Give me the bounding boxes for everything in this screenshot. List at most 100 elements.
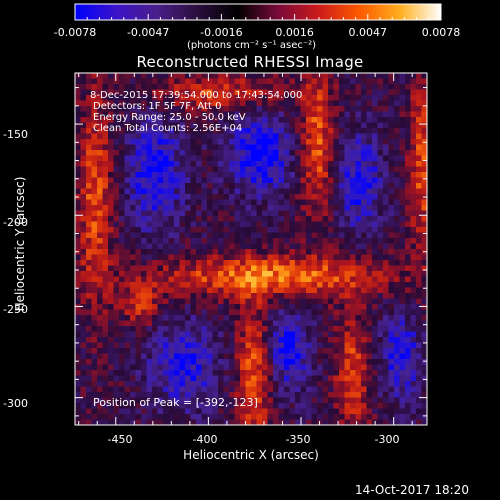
- heatmap-pixel: [284, 386, 290, 393]
- heatmap-pixel: [350, 419, 356, 426]
- heatmap-pixel: [350, 326, 356, 332]
- heatmap-pixel: [179, 150, 186, 156]
- heatmap-pixel: [218, 122, 224, 129]
- heatmap-pixel: [80, 188, 87, 195]
- heatmap-pixel: [322, 221, 329, 228]
- heatmap-pixel: [361, 122, 367, 129]
- heatmap-pixel: [201, 249, 208, 255]
- heatmap-pixel: [157, 144, 164, 151]
- heatmap-pixel: [185, 111, 191, 118]
- heatmap-pixel: [421, 309, 428, 316]
- heatmap-pixel: [267, 155, 274, 162]
- heatmap-pixel: [377, 183, 384, 189]
- heatmap-pixel: [333, 276, 340, 283]
- heatmap-pixel: [267, 111, 274, 118]
- heatmap-pixel: [262, 359, 268, 365]
- heatmap-pixel: [146, 282, 153, 288]
- heatmap-pixel: [91, 106, 98, 112]
- heatmap-pixel: [146, 144, 153, 151]
- heatmap-pixel: [152, 342, 158, 349]
- heatmap-pixel: [410, 227, 417, 233]
- heatmap-pixel: [201, 408, 208, 415]
- heatmap-pixel: [130, 100, 136, 107]
- heatmap-pixel: [196, 342, 202, 349]
- heatmap-pixel: [383, 254, 389, 261]
- heatmap-pixel: [229, 403, 235, 409]
- heatmap-pixel: [366, 144, 373, 151]
- heatmap-pixel: [295, 260, 301, 266]
- heatmap-pixel: [394, 139, 400, 145]
- heatmap-pixel: [190, 188, 197, 195]
- colorbar-tick-label: 0.0016: [275, 26, 314, 39]
- heatmap-pixel: [394, 353, 400, 360]
- heatmap-pixel: [168, 249, 175, 255]
- heatmap-pixel: [152, 265, 158, 272]
- heatmap-pixel: [234, 392, 241, 398]
- heatmap-pixel: [377, 172, 384, 178]
- heatmap-pixel: [421, 95, 428, 101]
- heatmap-pixel: [333, 106, 340, 112]
- heatmap-pixel: [196, 326, 202, 332]
- heatmap-pixel: [179, 210, 186, 217]
- heatmap-pixel: [179, 397, 186, 404]
- heatmap-pixel: [124, 188, 131, 195]
- heatmap-pixel: [300, 221, 307, 228]
- heatmap-pixel: [256, 304, 263, 310]
- heatmap-pixel: [174, 397, 180, 404]
- heatmap-pixel: [333, 89, 340, 96]
- heatmap-pixel: [350, 342, 356, 349]
- colorbar-tick-label: -0.0016: [200, 26, 243, 39]
- heatmap-pixel: [251, 210, 257, 217]
- heatmap-pixel: [212, 320, 219, 327]
- heatmap-pixel: [86, 386, 92, 393]
- heatmap-pixel: [234, 139, 241, 145]
- heatmap-pixel: [339, 243, 345, 250]
- heatmap-pixel: [372, 364, 378, 371]
- heatmap-pixel: [146, 348, 153, 354]
- heatmap-pixel: [75, 342, 81, 349]
- heatmap-pixel: [339, 331, 345, 338]
- heatmap-pixel: [355, 133, 362, 140]
- heatmap-pixel: [240, 166, 246, 173]
- heatmap-pixel: [223, 205, 230, 211]
- heatmap-pixel: [328, 89, 334, 96]
- heatmap-pixel: [75, 287, 81, 294]
- heatmap-pixel: [322, 89, 329, 96]
- heatmap-pixel: [174, 364, 180, 371]
- heatmap-pixel: [361, 155, 367, 162]
- heatmap-pixel: [256, 276, 263, 283]
- heatmap-pixel: [306, 419, 312, 426]
- heatmap-pixel: [119, 408, 125, 415]
- heatmap-pixel: [163, 199, 169, 206]
- heatmap-pixel: [399, 370, 406, 376]
- heatmap-pixel: [278, 227, 285, 233]
- heatmap-pixel: [328, 128, 334, 134]
- heatmap-pixel: [311, 254, 318, 261]
- heatmap-pixel: [80, 287, 87, 294]
- heatmap-pixel: [388, 331, 395, 338]
- heatmap-pixel: [328, 315, 334, 321]
- heatmap-pixel: [163, 194, 169, 200]
- heatmap-pixel: [141, 84, 147, 90]
- heatmap-pixel: [333, 78, 340, 85]
- heatmap-pixel: [146, 304, 153, 310]
- heatmap-pixel: [284, 359, 290, 365]
- heatmap-pixel: [300, 205, 307, 211]
- heatmap-pixel: [135, 199, 142, 206]
- heatmap-pixel: [306, 304, 312, 310]
- heatmap-pixel: [234, 397, 241, 404]
- heatmap-pixel: [80, 133, 87, 140]
- heatmap-pixel: [416, 161, 422, 167]
- heatmap-pixel: [102, 359, 109, 365]
- heatmap-pixel: [223, 133, 230, 140]
- heatmap-pixel: [410, 414, 417, 420]
- heatmap-pixel: [163, 331, 169, 338]
- heatmap-pixel: [410, 265, 417, 272]
- heatmap-pixel: [174, 117, 180, 123]
- heatmap-pixel: [344, 337, 351, 343]
- heatmap-pixel: [383, 375, 389, 382]
- heatmap-pixel: [229, 320, 235, 327]
- heatmap-pixel: [416, 326, 422, 332]
- heatmap-pixel: [245, 419, 252, 426]
- heatmap-pixel: [201, 221, 208, 228]
